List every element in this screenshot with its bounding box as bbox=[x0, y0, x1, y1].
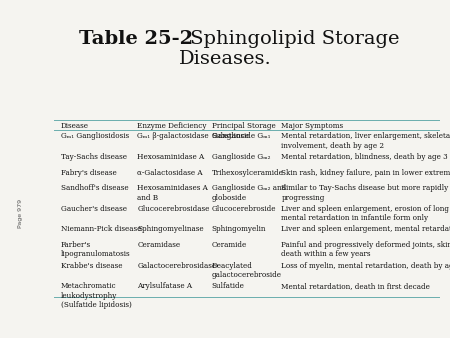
Text: Loss of myelin, mental retardation, death by age 2: Loss of myelin, mental retardation, deat… bbox=[281, 262, 450, 270]
Text: Farber's
lipogranulomatosis: Farber's lipogranulomatosis bbox=[61, 241, 130, 259]
Text: Hexosaminidases A
and B: Hexosaminidases A and B bbox=[137, 184, 208, 202]
Text: Mental retardation, blindness, death by age 3: Mental retardation, blindness, death by … bbox=[281, 153, 448, 161]
Text: Principal Storage
Substance: Principal Storage Substance bbox=[212, 122, 275, 140]
Text: Skin rash, kidney failure, pain in lower extremities: Skin rash, kidney failure, pain in lower… bbox=[281, 169, 450, 177]
Text: Gaucher's disease: Gaucher's disease bbox=[61, 205, 127, 213]
Text: Sulfatide: Sulfatide bbox=[212, 282, 244, 290]
Text: Tay-Sachs disease: Tay-Sachs disease bbox=[61, 153, 127, 161]
Text: Hexosaminidase A: Hexosaminidase A bbox=[137, 153, 204, 161]
Text: Ceramide: Ceramide bbox=[212, 241, 247, 249]
Text: Disease: Disease bbox=[61, 122, 89, 130]
Text: Glucocerebroside: Glucocerebroside bbox=[212, 205, 276, 213]
Text: Sandhoff's disease: Sandhoff's disease bbox=[61, 184, 128, 192]
Text: Liver and spleen enlargement, erosion of long bones,
mental retardation in infan: Liver and spleen enlargement, erosion of… bbox=[281, 205, 450, 222]
Text: Mental retardation, liver enlargement, skeletal
involvement, death by age 2: Mental retardation, liver enlargement, s… bbox=[281, 132, 450, 150]
Text: Gₘ₁ β-galactosidase: Gₘ₁ β-galactosidase bbox=[137, 132, 209, 141]
Text: Diseases.: Diseases. bbox=[179, 50, 271, 68]
Text: Sphingomyelin: Sphingomyelin bbox=[212, 225, 266, 234]
Text: Enzyme Deficiency: Enzyme Deficiency bbox=[137, 122, 207, 130]
Text: Page 979: Page 979 bbox=[18, 198, 23, 227]
Text: Krabbe's disease: Krabbe's disease bbox=[61, 262, 122, 270]
Text: Ganglioside Gₘ₁: Ganglioside Gₘ₁ bbox=[212, 132, 270, 141]
Text: Fabry's disease: Fabry's disease bbox=[61, 169, 117, 177]
Text: Arylsulfatase A: Arylsulfatase A bbox=[137, 282, 193, 290]
Text: Sphingomyelinase: Sphingomyelinase bbox=[137, 225, 204, 234]
Text: Metachromatic
leukodystrophy
(Sulfatide lipidosis): Metachromatic leukodystrophy (Sulfatide … bbox=[61, 282, 131, 309]
Text: Trihexosylceramide: Trihexosylceramide bbox=[212, 169, 284, 177]
Text: Gₘ₁ Gangliosidosis: Gₘ₁ Gangliosidosis bbox=[61, 132, 129, 141]
Text: Ganglioside Gₘ₂ and
globoside: Ganglioside Gₘ₂ and globoside bbox=[212, 184, 286, 202]
Text: α-Galactosidase A: α-Galactosidase A bbox=[137, 169, 203, 177]
Text: Major Symptoms: Major Symptoms bbox=[281, 122, 343, 130]
Text: Galactocerebrosidase: Galactocerebrosidase bbox=[137, 262, 216, 270]
Text: Similar to Tay-Sachs disease but more rapidly
progressing: Similar to Tay-Sachs disease but more ra… bbox=[281, 184, 449, 202]
Text: Ceramidase: Ceramidase bbox=[137, 241, 180, 249]
Text: Table 25-2: Table 25-2 bbox=[79, 30, 193, 48]
Text: Deacylated
galactocerebroside: Deacylated galactocerebroside bbox=[212, 262, 282, 279]
Text: Sphingolipid Storage: Sphingolipid Storage bbox=[184, 30, 400, 48]
Text: Ganglioside Gₘ₂: Ganglioside Gₘ₂ bbox=[212, 153, 270, 161]
Text: Liver and spleen enlargement, mental retardation: Liver and spleen enlargement, mental ret… bbox=[281, 225, 450, 234]
Text: Glucocerebrosidase: Glucocerebrosidase bbox=[137, 205, 210, 213]
Text: Painful and progressively deformed joints, skin nodules,
death within a few year: Painful and progressively deformed joint… bbox=[281, 241, 450, 259]
Text: Niemann-Pick disease: Niemann-Pick disease bbox=[61, 225, 141, 234]
Text: Mental retardation, death in first decade: Mental retardation, death in first decad… bbox=[281, 282, 430, 290]
